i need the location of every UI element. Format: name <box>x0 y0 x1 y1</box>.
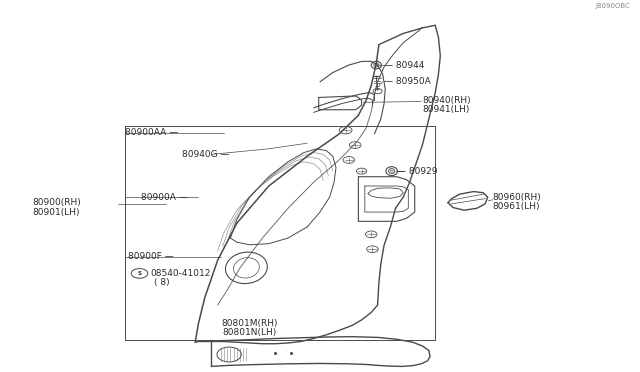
Text: 80960(RH): 80960(RH) <box>493 193 541 202</box>
Text: 80900(RH): 80900(RH) <box>32 198 81 207</box>
Text: 80941(LH): 80941(LH) <box>422 105 470 114</box>
Text: 80801M(RH): 80801M(RH) <box>221 319 278 328</box>
Ellipse shape <box>388 169 395 174</box>
Text: J8090OBC: J8090OBC <box>596 3 630 9</box>
Ellipse shape <box>374 63 379 67</box>
Text: 80900A —: 80900A — <box>141 193 188 202</box>
Text: 80901(LH): 80901(LH) <box>32 208 79 217</box>
Text: 80900AA —: 80900AA — <box>125 128 178 137</box>
Text: 80940(RH): 80940(RH) <box>422 96 471 105</box>
Text: S: S <box>138 271 141 276</box>
Text: 80961(LH): 80961(LH) <box>493 202 540 211</box>
Text: 80900F —: 80900F — <box>128 252 173 261</box>
Text: — 80944: — 80944 <box>384 61 424 70</box>
Text: — 80929: — 80929 <box>397 167 437 176</box>
Text: 80940G —: 80940G — <box>182 150 230 159</box>
Text: 80801N(LH): 80801N(LH) <box>223 328 276 337</box>
Text: 08540-41012: 08540-41012 <box>150 269 211 278</box>
Text: ( 8): ( 8) <box>154 278 169 287</box>
Text: — 80950A: — 80950A <box>384 77 431 86</box>
